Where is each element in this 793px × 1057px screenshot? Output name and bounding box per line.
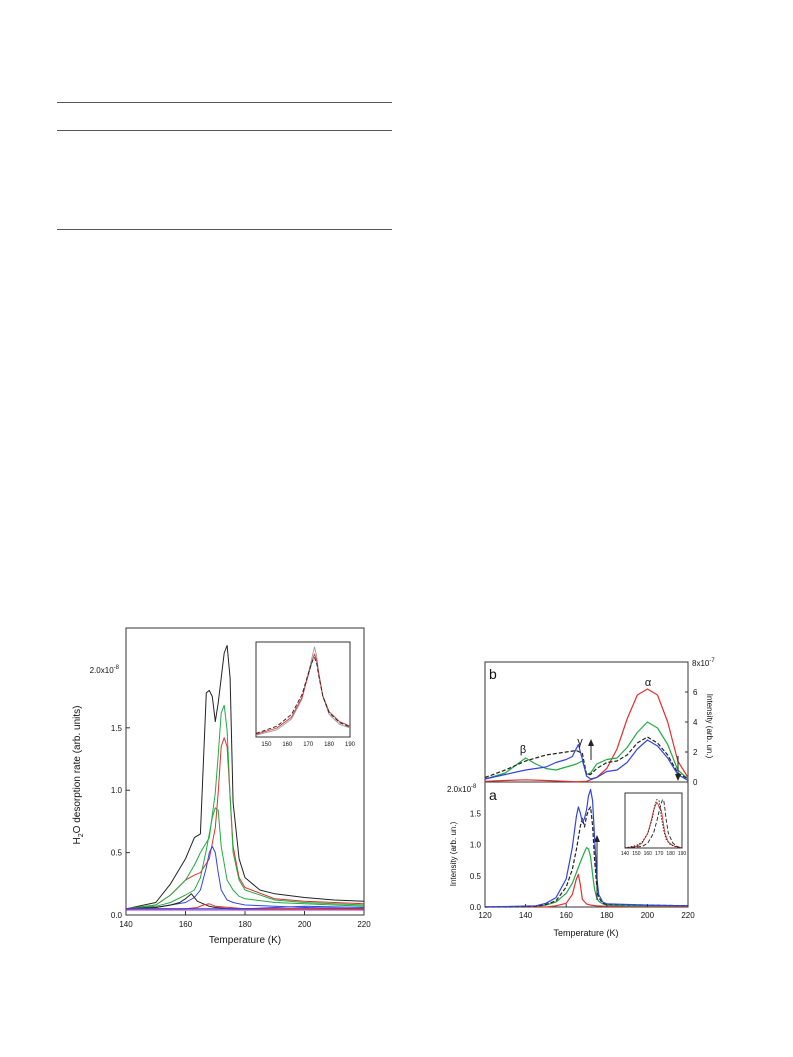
y-axis-label: H2O desorption rate (arb. units) [72, 706, 85, 845]
panel-b-line-3 [484, 739, 689, 782]
inset-series-group [624, 799, 683, 849]
inset-x-tick-label: 190 [678, 851, 687, 857]
series-line-3 [125, 807, 365, 910]
table-header-rule [57, 130, 392, 131]
panel-b-line-1 [484, 721, 689, 780]
panel-b-y2-axis-label: Intensity (arb. un.) [705, 694, 714, 759]
panel-b-top-label: 8x10-7 [692, 658, 715, 668]
series-line-0 [125, 645, 365, 910]
panel-b-y2-tick-label: 4 [693, 718, 698, 727]
series-line-1 [125, 737, 365, 910]
x-tick-label: 220 [357, 920, 371, 929]
panel-b-label: b [489, 666, 497, 682]
inset-x-tick-label: 140 [621, 851, 630, 857]
panel-a-top-label: 2.0x10-8 [447, 784, 477, 794]
series-group [125, 645, 365, 911]
y-tick-label: 1.0 [111, 786, 123, 795]
inset-frame [624, 792, 683, 849]
intensity-chart: 120 140 160 180 200 220 0.0 0.5 1.0 1.5 0 2 4 6 b a β… [447, 658, 715, 938]
series-line-7 [126, 905, 365, 910]
panel-b-y2-tick-label: 0 [693, 778, 698, 787]
tick-labels: 140 160 180 200 220 0.0 0.5 1.0 1.5 [111, 724, 371, 929]
annotation-gamma: γ [577, 736, 583, 748]
panel-a-y-tick-label: 1.0 [470, 841, 482, 850]
panel-a-series-group [484, 788, 689, 908]
panel-b-line-0 [484, 688, 689, 783]
inset-line-2 [255, 657, 351, 734]
series-line-2 [125, 704, 365, 910]
x-tick-label: 180 [238, 920, 252, 929]
inset-tick-labels: 140 150 160 170 180 190 [621, 851, 687, 857]
panel-b-y2-tick-label: 2 [693, 748, 698, 757]
inset-x-tick-label: 170 [655, 851, 664, 857]
panel-b-line-2 [484, 736, 689, 780]
x-tick-label: 200 [298, 920, 312, 929]
arrow-up-b-icon [588, 739, 594, 760]
inset-line-2 [624, 799, 683, 849]
inset-x-tick-label: 170 [303, 742, 314, 748]
panel-a-label: a [489, 787, 497, 803]
panel-a-y-axis-label: Intensity (arb. un.) [449, 821, 458, 886]
panel-b-frame [484, 661, 689, 783]
annotation-beta: β [520, 744, 526, 756]
series-line-4 [125, 845, 365, 910]
desorption-chart: 140 160 180 200 220 0.0 0.5 1.0 1.5 2.0x10-8 Tem… [72, 627, 371, 946]
arrow-up-a-icon [594, 835, 600, 900]
inset-x-tick-label: 150 [632, 851, 641, 857]
inset-line-1 [624, 799, 683, 849]
inset-line-0 [255, 646, 351, 736]
arrow-down-b-icon [675, 756, 681, 781]
panel-a-line-0 [485, 873, 688, 908]
y-tick-label: 1.5 [111, 724, 123, 733]
x-tick-label: 140 [519, 911, 533, 920]
inset-x-tick-label: 150 [261, 742, 272, 748]
series-line-6 [126, 903, 364, 910]
inset-x-tick-label: 190 [345, 742, 356, 748]
x-tick-label: 180 [600, 911, 614, 920]
inset-x-tick-label: 180 [324, 742, 335, 748]
y-tick-label: 0.5 [111, 849, 123, 858]
y-tick-label: 0.0 [111, 911, 123, 920]
inset-frame [255, 641, 351, 738]
x-tick-label: 120 [478, 911, 492, 920]
x-tick-label: 160 [560, 911, 574, 920]
inset-x-tick-label: 160 [282, 742, 293, 748]
x-axis-label: Temperature (K) [209, 935, 281, 946]
table-bottom-rule [57, 229, 392, 230]
panel-a-frame [484, 781, 689, 908]
inset-tick-labels: 150 160 170 180 190 [261, 742, 355, 748]
panel-b-y2-tick-label: 6 [693, 688, 698, 697]
panel-a-line-2 [484, 806, 689, 908]
x-tick-label: 160 [179, 920, 193, 929]
tick-labels: 120 140 160 180 200 220 0.0 0.5 1.0 1.5 0 2 4 6 [470, 688, 698, 920]
inset-x-tick-label: 180 [666, 851, 675, 857]
panel-a-y-tick-label: 0.5 [470, 872, 482, 881]
axis-ticks [125, 727, 365, 916]
inset-x-tick-label: 160 [644, 851, 653, 857]
table-top-rule [57, 102, 392, 103]
panel-a-y-tick-label: 0.0 [470, 903, 482, 912]
x-axis-label: Temperature (K) [553, 928, 618, 938]
panel-a-y-tick-label: 1.5 [470, 809, 482, 818]
x-tick-label: 220 [681, 911, 695, 920]
panel-b-series-group [484, 688, 689, 783]
inset-line-0 [624, 802, 683, 849]
y-top-label: 2.0x10-8 [90, 665, 120, 675]
annotation-alpha: α [645, 677, 652, 689]
x-tick-label: 140 [119, 920, 133, 929]
x-tick-label: 200 [641, 911, 655, 920]
panel-a-line-3 [484, 788, 689, 908]
inset-series-group [255, 646, 351, 736]
